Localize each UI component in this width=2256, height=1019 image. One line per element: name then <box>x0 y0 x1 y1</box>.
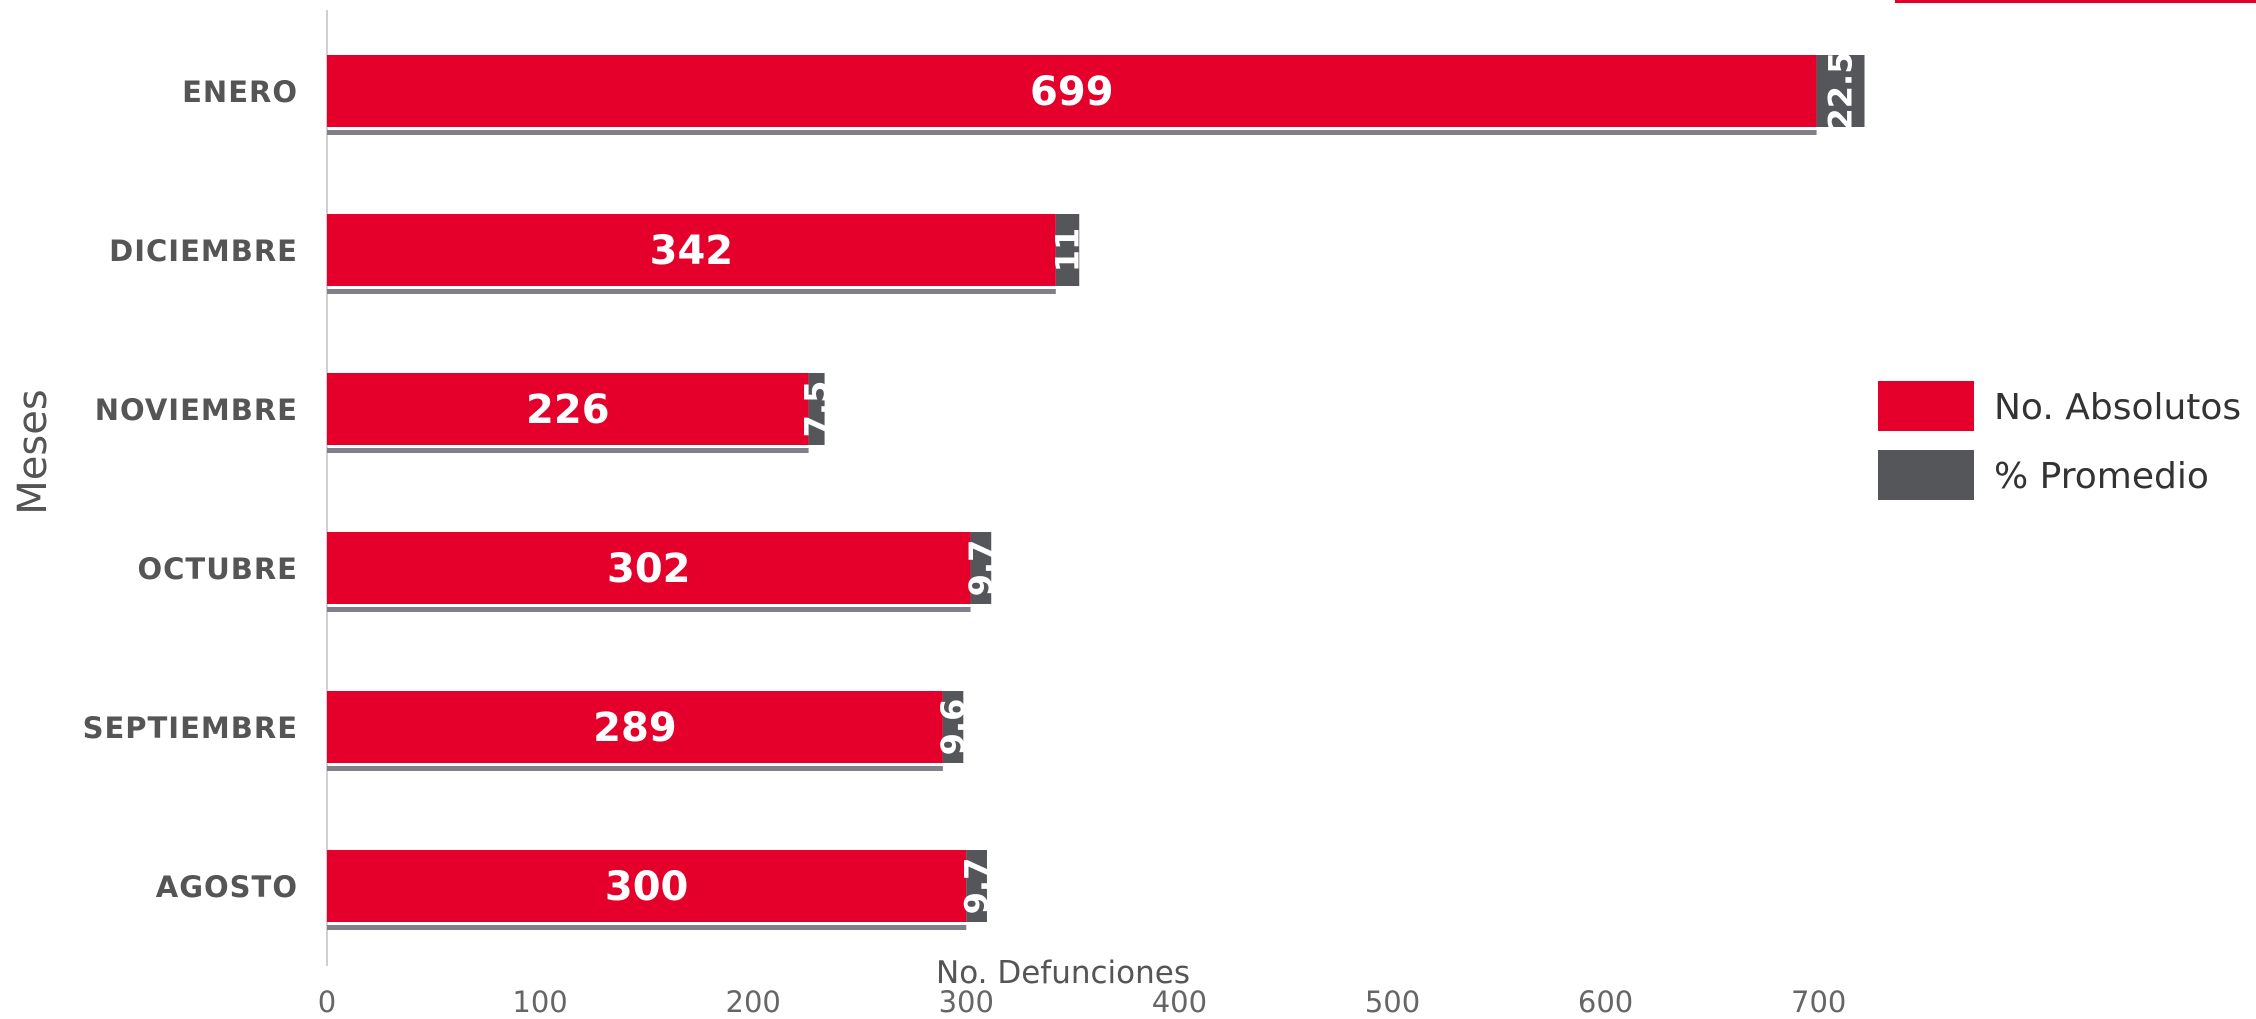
x-tick-label: 400 <box>1152 985 1207 1014</box>
legend-label: % Promedio <box>1994 456 2209 497</box>
x-tick-label: 500 <box>1365 985 1420 1014</box>
bar-underline <box>327 925 967 930</box>
y-axis-title: Meses <box>10 389 56 514</box>
value-label-absolutos: 300 <box>605 864 689 910</box>
top-accent-bar <box>1895 0 2256 3</box>
category-label: OCTUBRE <box>137 552 298 586</box>
legend-swatch <box>1878 450 1974 500</box>
category-label: DICIEMBRE <box>109 234 298 268</box>
x-axis-title: No. Defunciones <box>936 955 1190 991</box>
bar-underline <box>327 607 971 612</box>
value-label-promedio: 9.7 <box>958 858 996 915</box>
bar-underline <box>327 130 1817 135</box>
value-label-absolutos: 302 <box>607 546 691 592</box>
bar-promedio <box>942 691 964 763</box>
bar-absolutos <box>327 55 1817 127</box>
bar-promedio <box>970 532 992 604</box>
x-ticks-layer: 0 100 200 300 400 500 600 700 <box>318 985 1847 1019</box>
bar-underline <box>327 448 809 453</box>
x-tick-label: 600 <box>1578 985 1633 1014</box>
value-label-promedio: 7.5 <box>798 381 836 438</box>
value-label-promedio: 11 <box>1049 228 1087 273</box>
bar-absolutos <box>327 373 809 445</box>
category-label: ENERO <box>182 75 298 109</box>
bar-absolutos <box>327 214 1056 286</box>
legend-swatch <box>1878 381 1974 431</box>
legend-label: No. Absolutos <box>1994 387 2241 428</box>
bar-absolutos <box>327 691 943 763</box>
category-label: AGOSTO <box>156 870 298 904</box>
bar-absolutos <box>327 532 971 604</box>
bar-promedio <box>1816 55 1865 127</box>
bar-promedio <box>966 850 987 922</box>
value-label-absolutos: 342 <box>650 228 734 274</box>
bars-layer: ENERO 699 22.5 DICIEMBRE 342 11 NOVIEMBRE 226 7.… <box>83 52 1865 930</box>
x-tick-label: 200 <box>726 985 781 1014</box>
x-tick-label: 100 <box>512 985 567 1014</box>
value-label-absolutos: 289 <box>593 705 677 751</box>
bar-promedio <box>808 373 825 445</box>
value-label-promedio: 22.5 <box>1822 52 1860 131</box>
bar-absolutos <box>327 850 967 922</box>
bar-underline <box>327 289 1056 294</box>
value-label-absolutos: 699 <box>1030 69 1114 115</box>
x-tick-label: 0 <box>318 985 336 1014</box>
legend: No. Absolutos % Promedio <box>1878 381 2241 500</box>
value-label-promedio: 9.7 <box>962 540 1000 597</box>
bar-underline <box>327 766 943 771</box>
x-tick-label: 700 <box>1791 985 1846 1014</box>
value-label-absolutos: 226 <box>526 387 610 433</box>
x-tick-label: 300 <box>939 985 994 1014</box>
value-label-promedio: 9.6 <box>934 699 972 756</box>
bar-promedio <box>1055 214 1080 286</box>
category-label: SEPTIEMBRE <box>83 711 298 745</box>
category-label: NOVIEMBRE <box>95 393 298 427</box>
